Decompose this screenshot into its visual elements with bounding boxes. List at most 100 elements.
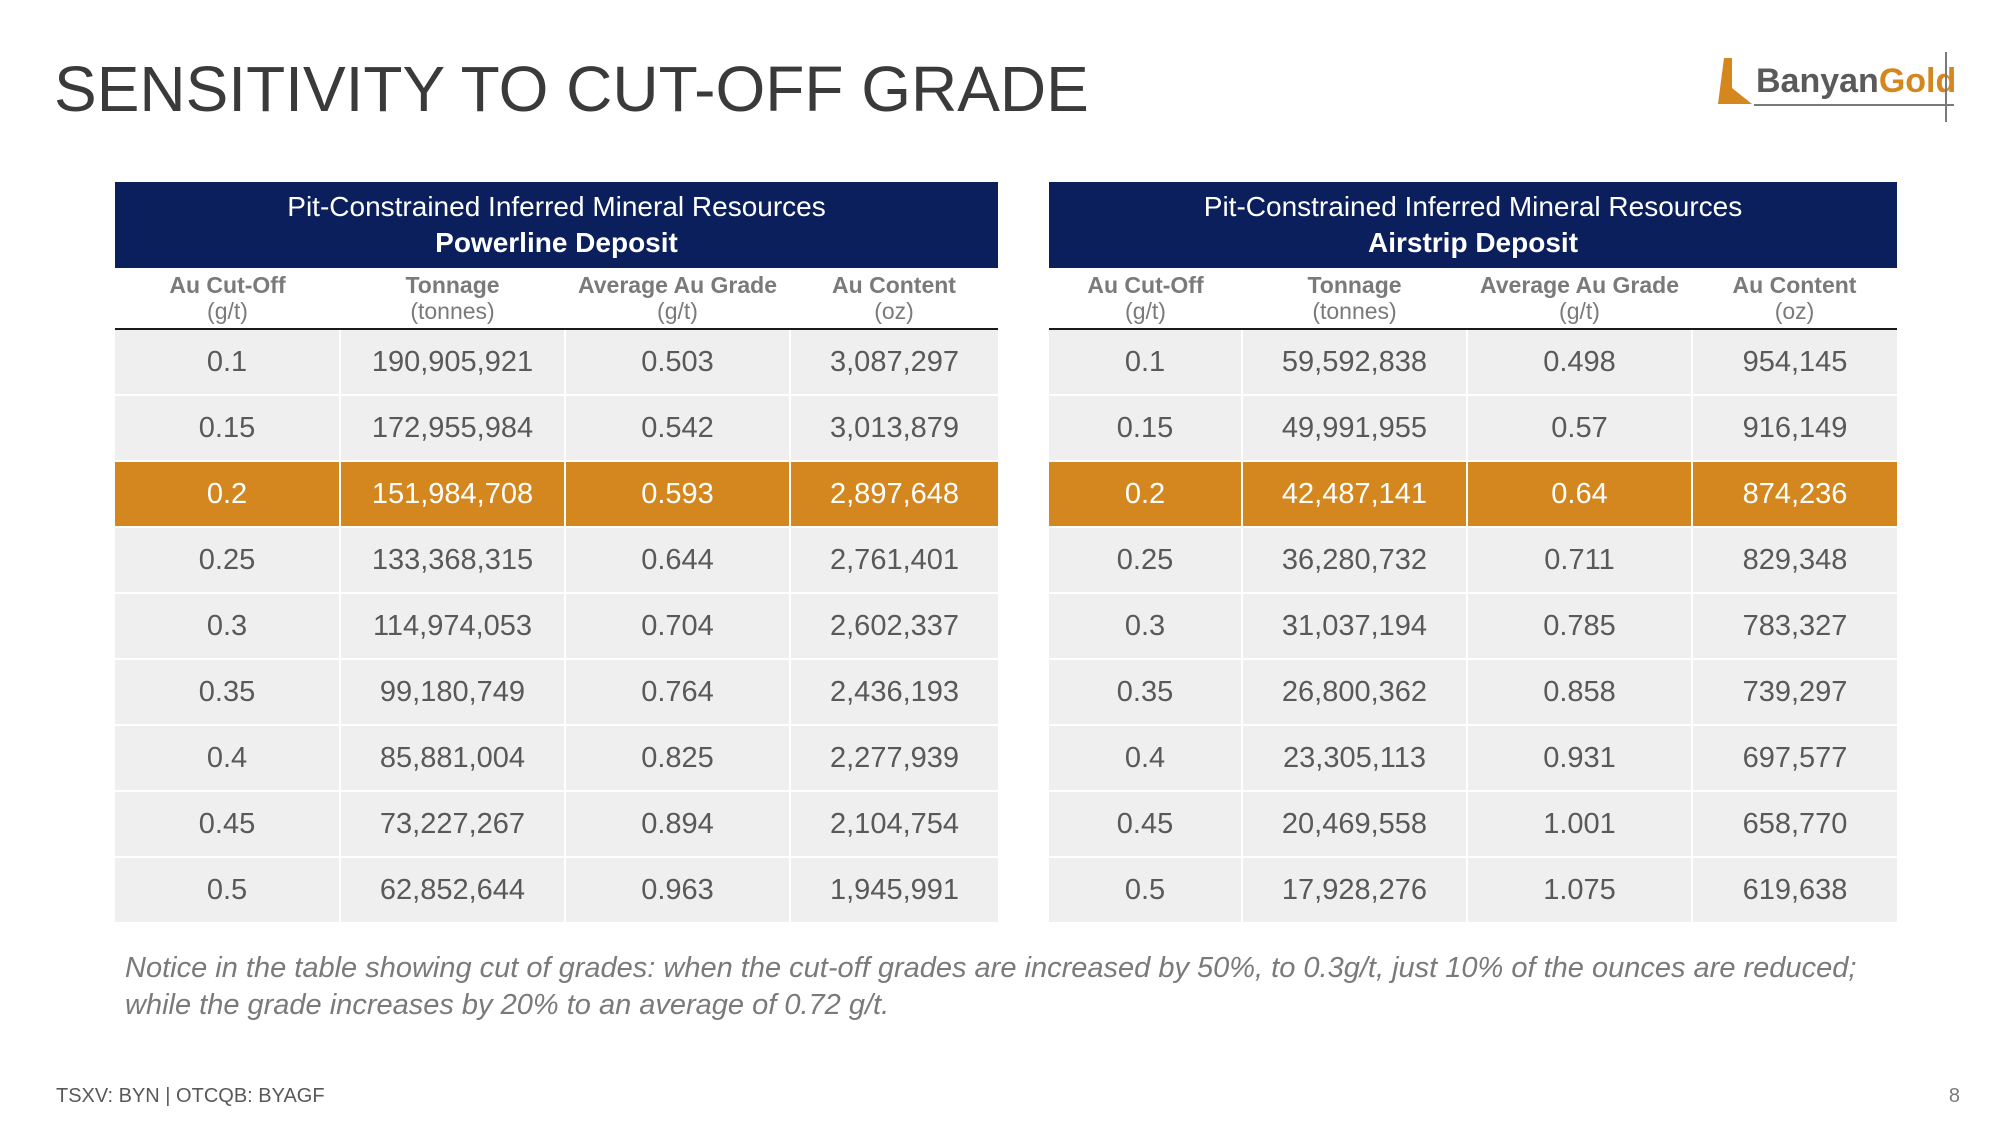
table-cell: 0.25 (115, 527, 341, 594)
column-header: Au Content (oz) (1692, 268, 1898, 330)
slide-title: SENSITIVITY TO CUT-OFF GRADE (54, 53, 1089, 125)
table-cell: 1,945,991 (790, 857, 999, 924)
table-row-highlighted: 0.2 151,984,708 0.593 2,897,648 (115, 461, 999, 528)
table-row: 0.45 20,469,558 1.001 658,770 (1049, 791, 1898, 858)
table-cell: 0.3 (115, 593, 341, 660)
table-cell: 0.542 (565, 395, 791, 462)
table-cell: 0.45 (115, 791, 341, 858)
logo-divider (1945, 52, 1947, 122)
table-cell: 190,905,921 (340, 329, 566, 396)
table-cell: 73,227,267 (340, 791, 566, 858)
table-cell: 49,991,955 (1242, 395, 1468, 462)
logo-mark-icon (1718, 58, 1752, 104)
column-header: Average Au Grade (g/t) (1467, 268, 1692, 330)
table-cell: 3,013,879 (790, 395, 999, 462)
table-cell: 114,974,053 (340, 593, 566, 660)
table-cell: 0.15 (115, 395, 341, 462)
table-cell: 0.4 (115, 725, 341, 792)
table-cell: 2,761,401 (790, 527, 999, 594)
table-cell: 0.57 (1467, 395, 1693, 462)
table-cell: 954,145 (1692, 329, 1898, 396)
table-cell: 0.5 (115, 857, 341, 924)
table-cell: 829,348 (1692, 527, 1898, 594)
table-row: 0.15 172,955,984 0.542 3,013,879 (115, 395, 999, 462)
page-number: 8 (1948, 1085, 1960, 1107)
table-cell: 0.4 (1049, 725, 1243, 792)
table-header: Pit-Constrained Inferred Mineral Resourc… (1049, 182, 1898, 268)
column-header: Tonnage (tonnes) (1242, 268, 1467, 330)
table-cell: 0.963 (565, 857, 791, 924)
column-header: Tonnage (tonnes) (340, 268, 565, 330)
table-cell: 619,638 (1692, 857, 1898, 924)
table-cell: 3,087,297 (790, 329, 999, 396)
table-row: 0.5 62,852,644 0.963 1,945,991 (115, 857, 999, 924)
table-cell: 783,327 (1692, 593, 1898, 660)
table-cell: 20,469,558 (1242, 791, 1468, 858)
table-cell: 1.001 (1467, 791, 1693, 858)
table-cell: 62,852,644 (340, 857, 566, 924)
table-cell: 739,297 (1692, 659, 1898, 726)
table-cell: 0.704 (565, 593, 791, 660)
table-cell: 36,280,732 (1242, 527, 1468, 594)
table-cell: 2,602,337 (790, 593, 999, 660)
table-cell: 0.593 (565, 461, 791, 528)
banyan-gold-logo: BanyanGold (1718, 52, 1978, 126)
table-cell: 874,236 (1692, 461, 1898, 528)
table-cell: 0.931 (1467, 725, 1693, 792)
table-cell: 2,277,939 (790, 725, 999, 792)
powerline-deposit-table: Pit-Constrained Inferred Mineral Resourc… (115, 182, 999, 924)
table-cell: 0.894 (565, 791, 791, 858)
table-cell: 0.1 (1049, 329, 1243, 396)
table-row: 0.5 17,928,276 1.075 619,638 (1049, 857, 1898, 924)
table-cell: 17,928,276 (1242, 857, 1468, 924)
column-header-row: Au Cut-Off (g/t) Tonnage (tonnes) Average … (1049, 268, 1898, 330)
table-body: 0.1 59,592,838 0.498 954,145 0.15 49,991,955 0… (1049, 329, 1898, 924)
table-cell: 0.503 (565, 329, 791, 396)
table-cell: 2,897,648 (790, 461, 999, 528)
table-cell: 0.711 (1467, 527, 1693, 594)
table-row: 0.1 59,592,838 0.498 954,145 (1049, 329, 1898, 396)
ticker-footer: TSXV: BYN | OTCQB: BYAGF (56, 1085, 325, 1107)
table-cell: 85,881,004 (340, 725, 566, 792)
table-row: 0.25 36,280,732 0.711 829,348 (1049, 527, 1898, 594)
table-row: 0.1 190,905,921 0.503 3,087,297 (115, 329, 999, 396)
table-row: 0.4 85,881,004 0.825 2,277,939 (115, 725, 999, 792)
airstrip-deposit-table: Pit-Constrained Inferred Mineral Resourc… (1049, 182, 1898, 924)
table-row: 0.4 23,305,113 0.931 697,577 (1049, 725, 1898, 792)
table-cell: 151,984,708 (340, 461, 566, 528)
table-row: 0.3 114,974,053 0.704 2,602,337 (115, 593, 999, 660)
table-cell: 0.644 (565, 527, 791, 594)
table-cell: 916,149 (1692, 395, 1898, 462)
table-cell: 26,800,362 (1242, 659, 1468, 726)
logo-text-banyan: Banyan (1756, 62, 1879, 100)
table-cell: 172,955,984 (340, 395, 566, 462)
table-cell: 0.3 (1049, 593, 1243, 660)
table-cell: 0.785 (1467, 593, 1693, 660)
table-cell: 0.764 (565, 659, 791, 726)
column-header: Average Au Grade (g/t) (565, 268, 790, 330)
column-header: Au Content (oz) (790, 268, 999, 330)
logo-divider (1754, 104, 1954, 106)
table-body: 0.1 190,905,921 0.503 3,087,297 0.15 172,955,… (115, 329, 999, 924)
column-header: Au Cut-Off (g/t) (115, 268, 340, 330)
table-cell: 0.498 (1467, 329, 1693, 396)
table-cell: 0.15 (1049, 395, 1243, 462)
table-row: 0.15 49,991,955 0.57 916,149 (1049, 395, 1898, 462)
table-cell: 31,037,194 (1242, 593, 1468, 660)
column-header: Au Cut-Off (g/t) (1049, 268, 1242, 330)
table-header-title: Pit-Constrained Inferred Mineral Resourc… (1203, 191, 1743, 222)
table-cell: 0.64 (1467, 461, 1693, 528)
table-cell: 0.5 (1049, 857, 1243, 924)
table-cell: 0.2 (1049, 461, 1243, 528)
table-header-title: Pit-Constrained Inferred Mineral Resourc… (287, 191, 826, 222)
table-cell: 99,180,749 (340, 659, 566, 726)
footnote: Notice in the table showing cut of grade… (125, 952, 1857, 1021)
table-header-deposit: Powerline Deposit (435, 227, 678, 258)
table-cell: 0.2 (115, 461, 341, 528)
table-row: 0.45 73,227,267 0.894 2,104,754 (115, 791, 999, 858)
table-cell: 0.858 (1467, 659, 1693, 726)
table-cell: 0.25 (1049, 527, 1243, 594)
table-row-highlighted: 0.2 42,487,141 0.64 874,236 (1049, 461, 1898, 528)
table-cell: 133,368,315 (340, 527, 566, 594)
table-cell: 1.075 (1467, 857, 1693, 924)
